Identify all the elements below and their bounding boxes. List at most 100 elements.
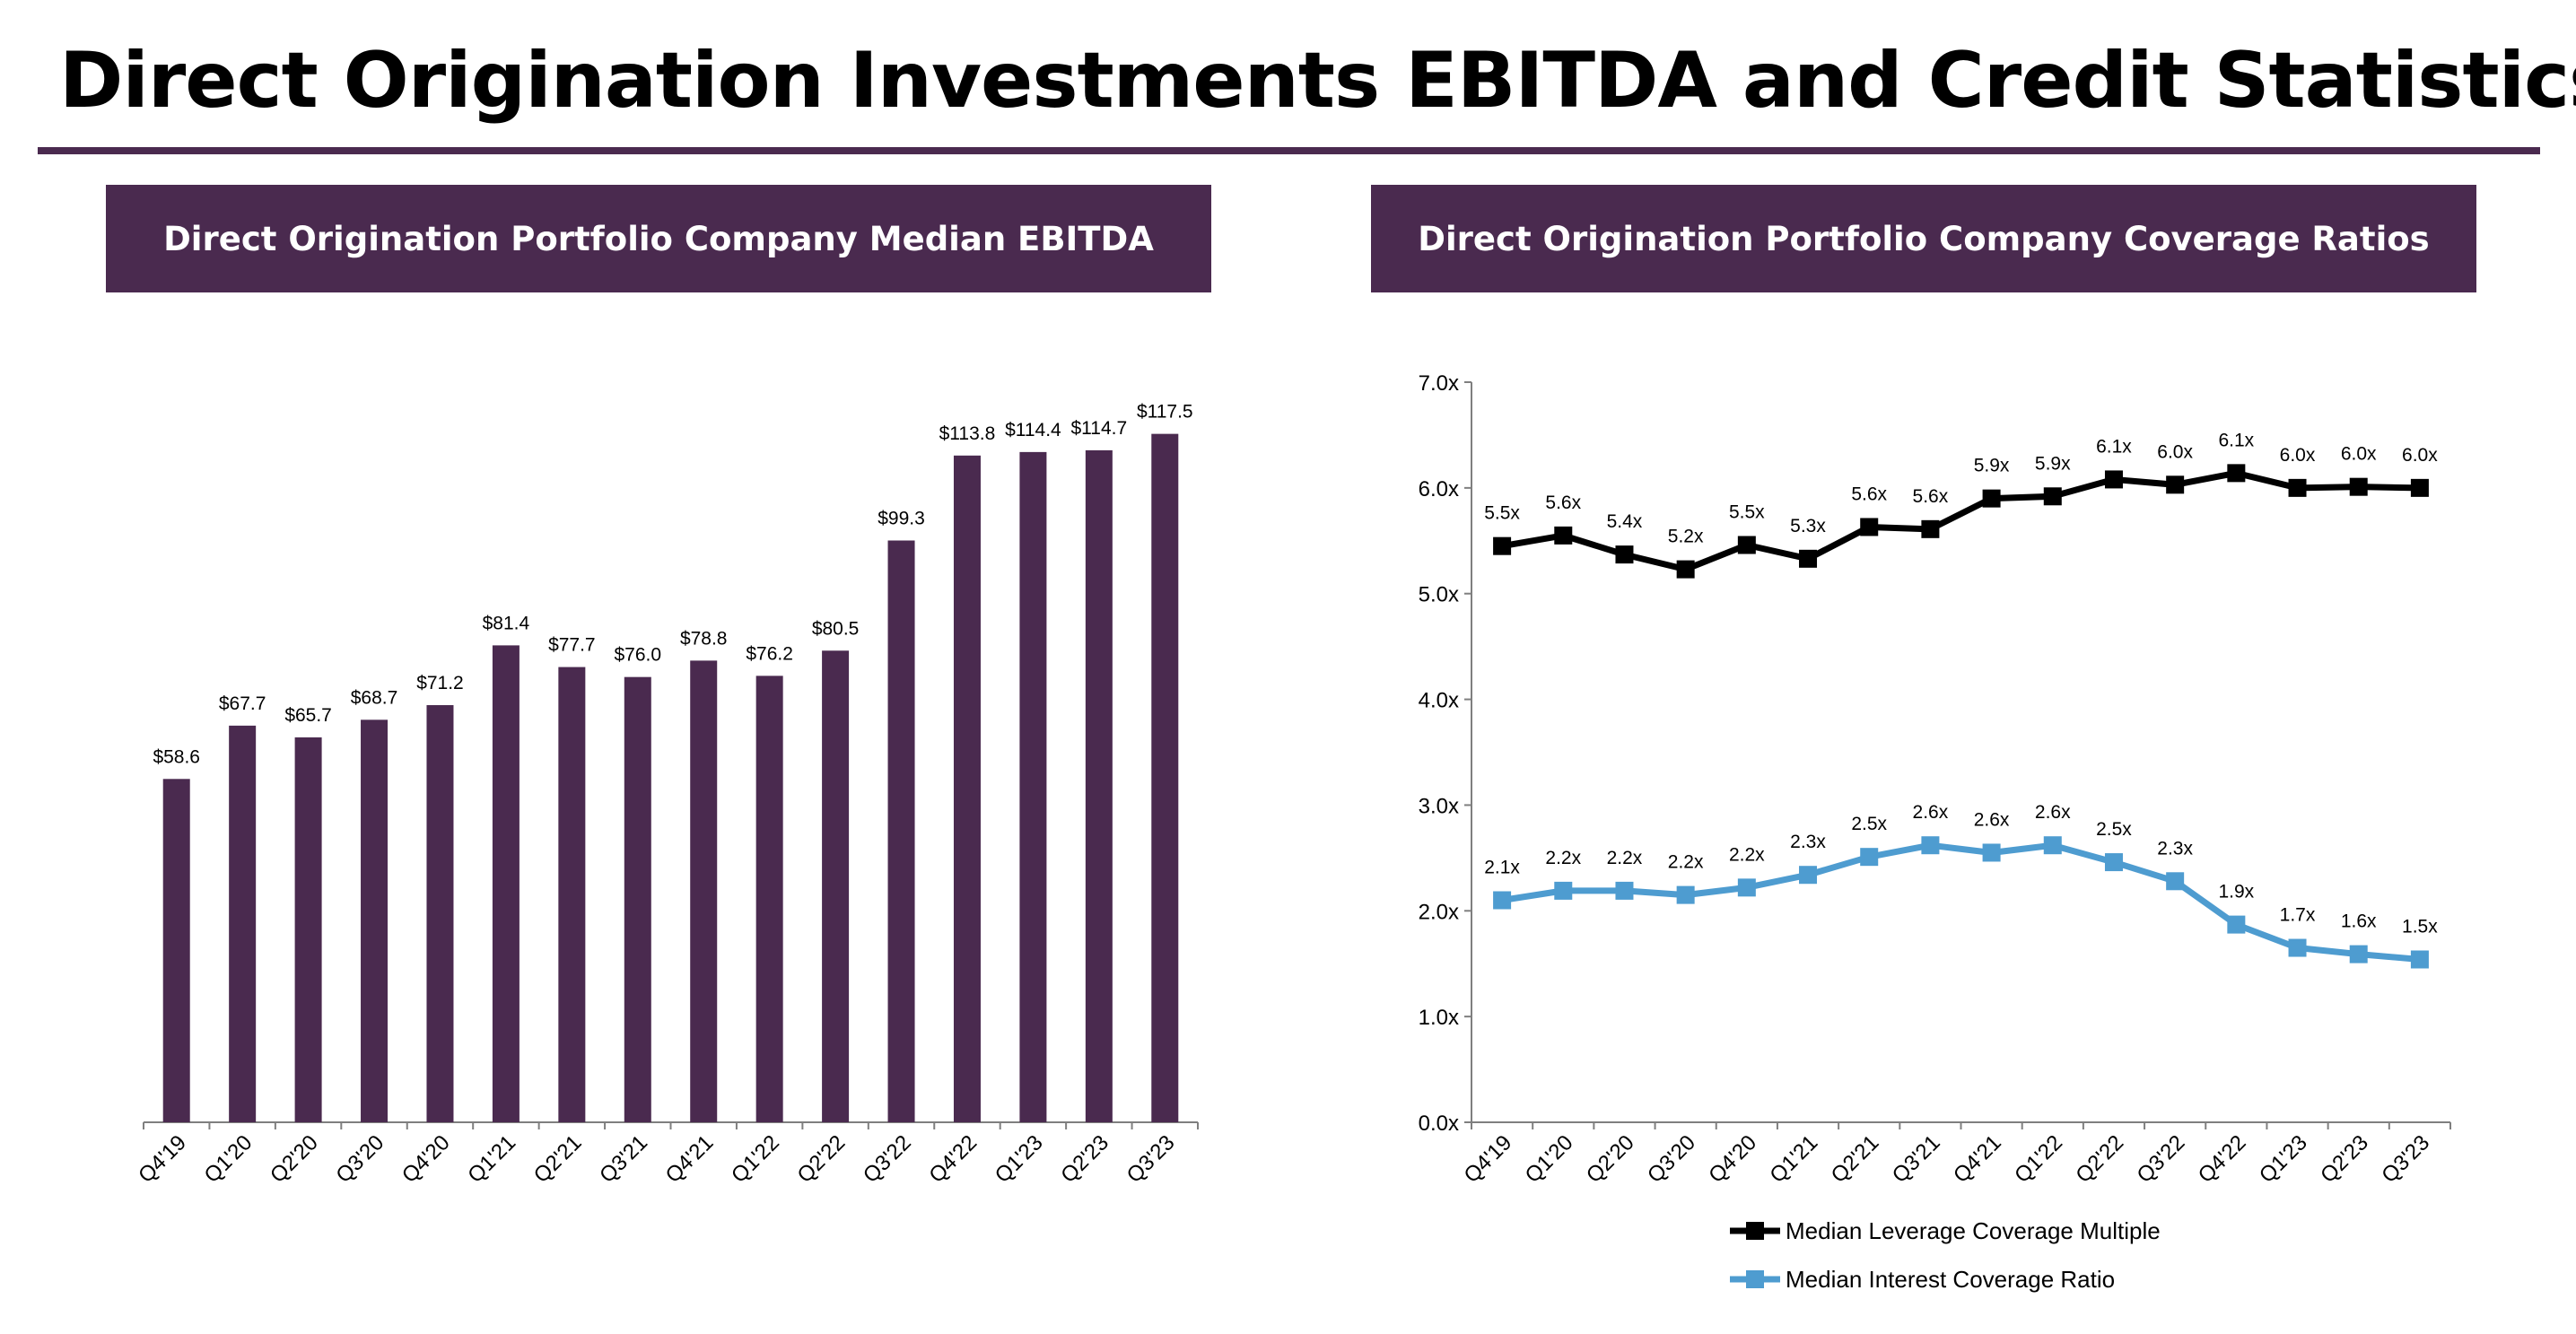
leverage-data-label: 6.0x [2280, 445, 2316, 466]
coverage-y-tick-label: 1.0x [1419, 1006, 1459, 1030]
interest-data-label: 2.3x [2157, 838, 2193, 859]
ebitda-bar [361, 719, 389, 1122]
leverage-data-point [1615, 545, 1634, 564]
coverage-y-tick-label: 0.0x [1419, 1112, 1459, 1136]
ebitda-bar [953, 455, 981, 1122]
coverage-x-tick-label: Q3'20 [1643, 1130, 1700, 1188]
coverage-x-tick-label: Q2'23 [2316, 1130, 2373, 1188]
coverage-y-tick-label: 7.0x [1419, 371, 1459, 396]
legend-marker-swatch [1746, 1270, 1764, 1288]
legend-interest-label: Median Interest Coverage Ratio [1786, 1266, 2115, 1293]
ebitda-data-label: $113.8 [939, 423, 996, 444]
leverage-data-label: 5.2x [1668, 527, 1704, 547]
leverage-data-label: 5.6x [1851, 484, 1887, 504]
interest-data-point [1737, 878, 1756, 897]
ebitda-bar [162, 779, 190, 1122]
ebitda-data-label: $67.7 [219, 693, 266, 714]
interest-data-point [1799, 866, 1818, 885]
ebitda-data-label: $77.7 [548, 635, 596, 656]
coverage-x-tick-label: Q2'21 [1827, 1130, 1884, 1188]
coverage-x-tick-label: Q4'21 [1949, 1130, 2006, 1188]
interest-data-label: 2.6x [2035, 802, 2071, 823]
leverage-data-label: 6.0x [2402, 445, 2438, 466]
ebitda-data-label: $78.8 [680, 628, 728, 649]
interest-data-point [1615, 881, 1634, 900]
coverage-x-tick-label: Q1'22 [2010, 1130, 2067, 1188]
ebitda-bar [690, 660, 718, 1122]
leverage-data-point [2288, 478, 2307, 497]
leverage-data-label: 5.9x [1974, 456, 2010, 476]
ebitda-bar [426, 705, 454, 1122]
coverage-y-tick-label: 6.0x [1419, 477, 1459, 501]
ebitda-bar [558, 667, 586, 1122]
interest-data-label: 2.2x [1607, 848, 1643, 868]
interest-data-point [1921, 836, 1940, 855]
coverage-x-tick-label: Q1'23 [2255, 1130, 2312, 1188]
interest-data-label: 1.6x [2341, 911, 2377, 932]
ebitda-chart-header: Direct Origination Portfolio Company Med… [106, 185, 1211, 292]
ebitda-bar [1019, 451, 1047, 1122]
leverage-data-label: 5.6x [1913, 486, 1949, 507]
leverage-data-point [2410, 478, 2429, 497]
coverage-chart-header: Direct Origination Portfolio Company Cov… [1371, 185, 2476, 292]
leverage-data-point [2227, 464, 2246, 483]
page-title: Direct Origination Investments EBITDA an… [59, 36, 2576, 126]
coverage-x-tick-label: Q4'22 [2194, 1130, 2251, 1188]
coverage-x-tick-label: Q3'23 [2377, 1130, 2434, 1188]
coverage-x-tick-label: Q1'20 [1521, 1130, 1578, 1188]
ebitda-data-label: $71.2 [416, 673, 464, 693]
interest-data-label: 2.2x [1668, 852, 1704, 873]
ebitda-bar [229, 725, 257, 1122]
ebitda-data-label: $76.2 [746, 643, 793, 664]
interest-data-label: 2.1x [1484, 858, 1520, 878]
interest-data-label: 2.5x [2096, 819, 2132, 840]
leverage-data-label: 5.6x [1545, 493, 1581, 513]
legend-marker-swatch [1746, 1222, 1764, 1240]
interest-data-point [2104, 853, 2123, 872]
interest-data-point [1860, 848, 1879, 867]
ebitda-bar [492, 645, 520, 1122]
leverage-data-label: 5.4x [1607, 511, 1643, 532]
leverage-data-label: 5.9x [2035, 453, 2071, 474]
leverage-series-line [1501, 469, 2420, 573]
interest-data-label: 2.2x [1729, 844, 1765, 865]
coverage-x-tick-label: Q2'22 [2071, 1130, 2128, 1188]
coverage-y-tick-label: 4.0x [1419, 689, 1459, 713]
ebitda-data-label: $80.5 [812, 618, 860, 639]
ebitda-data-label: $114.7 [1071, 418, 1128, 439]
ebitda-data-label: $81.4 [483, 613, 530, 633]
interest-data-point [2410, 950, 2429, 969]
leverage-data-point [1860, 518, 1879, 536]
leverage-data-point [1493, 536, 1512, 555]
coverage-x-tick-label: Q3'21 [1888, 1130, 1945, 1188]
leverage-data-point [1799, 549, 1818, 568]
interest-data-point [2227, 915, 2246, 934]
interest-data-point [1554, 881, 1573, 900]
leverage-data-label: 6.1x [2218, 430, 2254, 450]
leverage-data-point [1554, 526, 1573, 545]
legend-leverage-label: Median Leverage Coverage Multiple [1786, 1217, 2161, 1244]
coverage-x-tick-label: Q4'19 [1459, 1130, 1516, 1188]
interest-data-point [2043, 836, 2062, 855]
interest-data-point [2288, 938, 2307, 957]
interest-data-label: 2.6x [1913, 802, 1949, 823]
interest-data-point [2166, 872, 2185, 891]
coverage-x-tick-label: Q3'22 [2133, 1130, 2190, 1188]
interest-data-point [1676, 885, 1695, 904]
leverage-data-point [1982, 489, 2001, 508]
ebitda-bar [1085, 449, 1113, 1122]
interest-data-label: 2.2x [1545, 848, 1581, 868]
coverage-x-tick-label: Q2'20 [1582, 1130, 1639, 1188]
ebitda-data-label: $76.0 [615, 645, 662, 666]
leverage-data-point [1676, 560, 1695, 579]
interest-data-label: 1.7x [2280, 905, 2316, 926]
leverage-data-point [1737, 536, 1756, 554]
ebitda-bar [755, 676, 783, 1122]
interest-data-label: 2.6x [1974, 809, 2010, 830]
title-divider [38, 147, 2540, 154]
coverage-x-tick-label: Q4'20 [1704, 1130, 1761, 1188]
ebitda-data-label: $68.7 [351, 687, 398, 708]
interest-data-point [2349, 945, 2368, 963]
